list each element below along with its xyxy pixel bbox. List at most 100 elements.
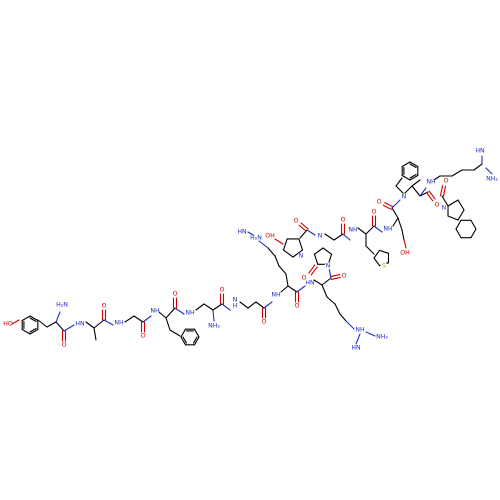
atom-label-backdrop: [440, 204, 448, 212]
amide-n-1: HN: [75, 321, 85, 328]
bond-28: [142, 315, 152, 323]
bond-44: [174, 307, 185, 315]
bond-97: [306, 229, 316, 236]
atom-label-backdrop: [100, 302, 108, 310]
atom-label-backdrop: [4, 320, 12, 328]
bond-161: [485, 167, 493, 175]
bond-119: [391, 207, 399, 219]
hydroxyl-label-hyp: OH: [265, 233, 275, 240]
bond-19: [93, 327, 97, 341]
bond-18: [85, 321, 95, 329]
bond-58: [280, 285, 289, 293]
bond-102: [342, 233, 351, 241]
atom-label-backdrop: [488, 175, 496, 183]
bond-69: [313, 279, 323, 286]
bond-29: [158, 311, 167, 319]
bond-71: [326, 296, 336, 305]
atom-label-backdrop: [218, 286, 226, 294]
bond-110: [373, 257, 381, 267]
amide-n-7: HN: [305, 280, 315, 287]
bond-92: [292, 249, 304, 258]
amide-n-15: NH: [426, 179, 436, 186]
bond-93: [274, 238, 284, 245]
bond-129: [409, 161, 419, 168]
bond-114: [373, 225, 383, 233]
bond-99: [333, 233, 344, 241]
bond-62: [267, 247, 276, 257]
bond-85: [313, 247, 324, 255]
hyp-n: N: [299, 253, 304, 260]
bond-81: [322, 247, 333, 255]
bond-45: [195, 303, 205, 311]
bond-35: [180, 336, 187, 346]
hydroxyl-label-tyr: HO: [3, 321, 13, 328]
bond-78: [330, 276, 341, 281]
bond-13: [55, 311, 61, 323]
bond-139: [428, 190, 436, 200]
atom-label-backdrop: [260, 318, 268, 326]
oic-n: N: [442, 205, 447, 212]
bond-48: [212, 303, 223, 311]
bond-53: [247, 301, 257, 309]
atom-label-backdrop: [231, 302, 239, 310]
amide-n-13: NH: [383, 226, 393, 233]
bond-138: [426, 192, 434, 202]
amine-label-dap: NH₂: [208, 323, 220, 330]
bond-12: [46, 321, 57, 328]
bond-74: [345, 320, 355, 330]
bond-134: [395, 185, 405, 195]
amide-n-12: NH: [348, 227, 358, 234]
bond-6: [21, 315, 31, 322]
atom-label-backdrop: [186, 309, 194, 317]
bond-124: [409, 173, 417, 179]
atom-label-backdrop: [76, 320, 84, 328]
bond-116: [397, 217, 403, 231]
bond-52: [239, 301, 249, 309]
carbonyl-o-8: O: [342, 273, 347, 280]
bond-111: [365, 225, 375, 235]
atom-label-backdrop: [58, 301, 66, 309]
carbonyl-o-11: O: [341, 217, 346, 224]
carbonyl-o-4: O: [173, 291, 178, 298]
carbonyl-o-3: O: [141, 333, 146, 340]
carbonyl-o-6: O: [262, 319, 267, 326]
bond-10: [11, 319, 20, 325]
bond-141: [447, 199, 459, 207]
bond-151: [470, 219, 477, 230]
bond-7: [29, 315, 39, 322]
bond-46: [203, 303, 214, 311]
guanidine-nh-2: NH: [355, 327, 365, 334]
atom-label-backdrop: [324, 262, 332, 270]
atom-label-backdrop: [384, 225, 392, 233]
bond-98: [324, 233, 335, 241]
bond-1: [29, 328, 39, 335]
atom-label-backdrop: [266, 232, 274, 240]
bond-86: [308, 264, 316, 274]
atom-label-backdrop: [306, 279, 314, 287]
atom-label-layer: HOH₂NOHNONHONHONHNH₂ONHONHH₂NHNOHNNHHNNH…: [3, 147, 498, 352]
bond-80: [328, 267, 332, 279]
bond-122: [391, 199, 401, 209]
bond-105: [365, 245, 375, 255]
bond-31: [169, 329, 181, 337]
bond-103: [357, 227, 367, 235]
carbonyl-o-12: O: [372, 209, 377, 216]
bond-23: [103, 319, 114, 326]
atom-label-backdrop: [231, 296, 239, 304]
guanidine-nh2-2: NH₂: [376, 334, 388, 341]
atom-label-backdrop: [316, 232, 324, 240]
bond-148: [455, 228, 462, 239]
atom-label-backdrop: [300, 274, 308, 282]
bond-153: [442, 185, 447, 197]
carbonyl-o-15: O: [444, 178, 449, 185]
atom-label-backdrop: [139, 332, 147, 340]
thiophene-s: S: [382, 263, 386, 270]
bond-88: [282, 249, 294, 258]
bond-149: [455, 219, 462, 230]
bond-14: [55, 321, 65, 332]
bond-75: [355, 333, 361, 345]
bond-135: [395, 177, 403, 187]
atom-label-backdrop: [476, 147, 484, 155]
bond-118: [403, 239, 407, 249]
